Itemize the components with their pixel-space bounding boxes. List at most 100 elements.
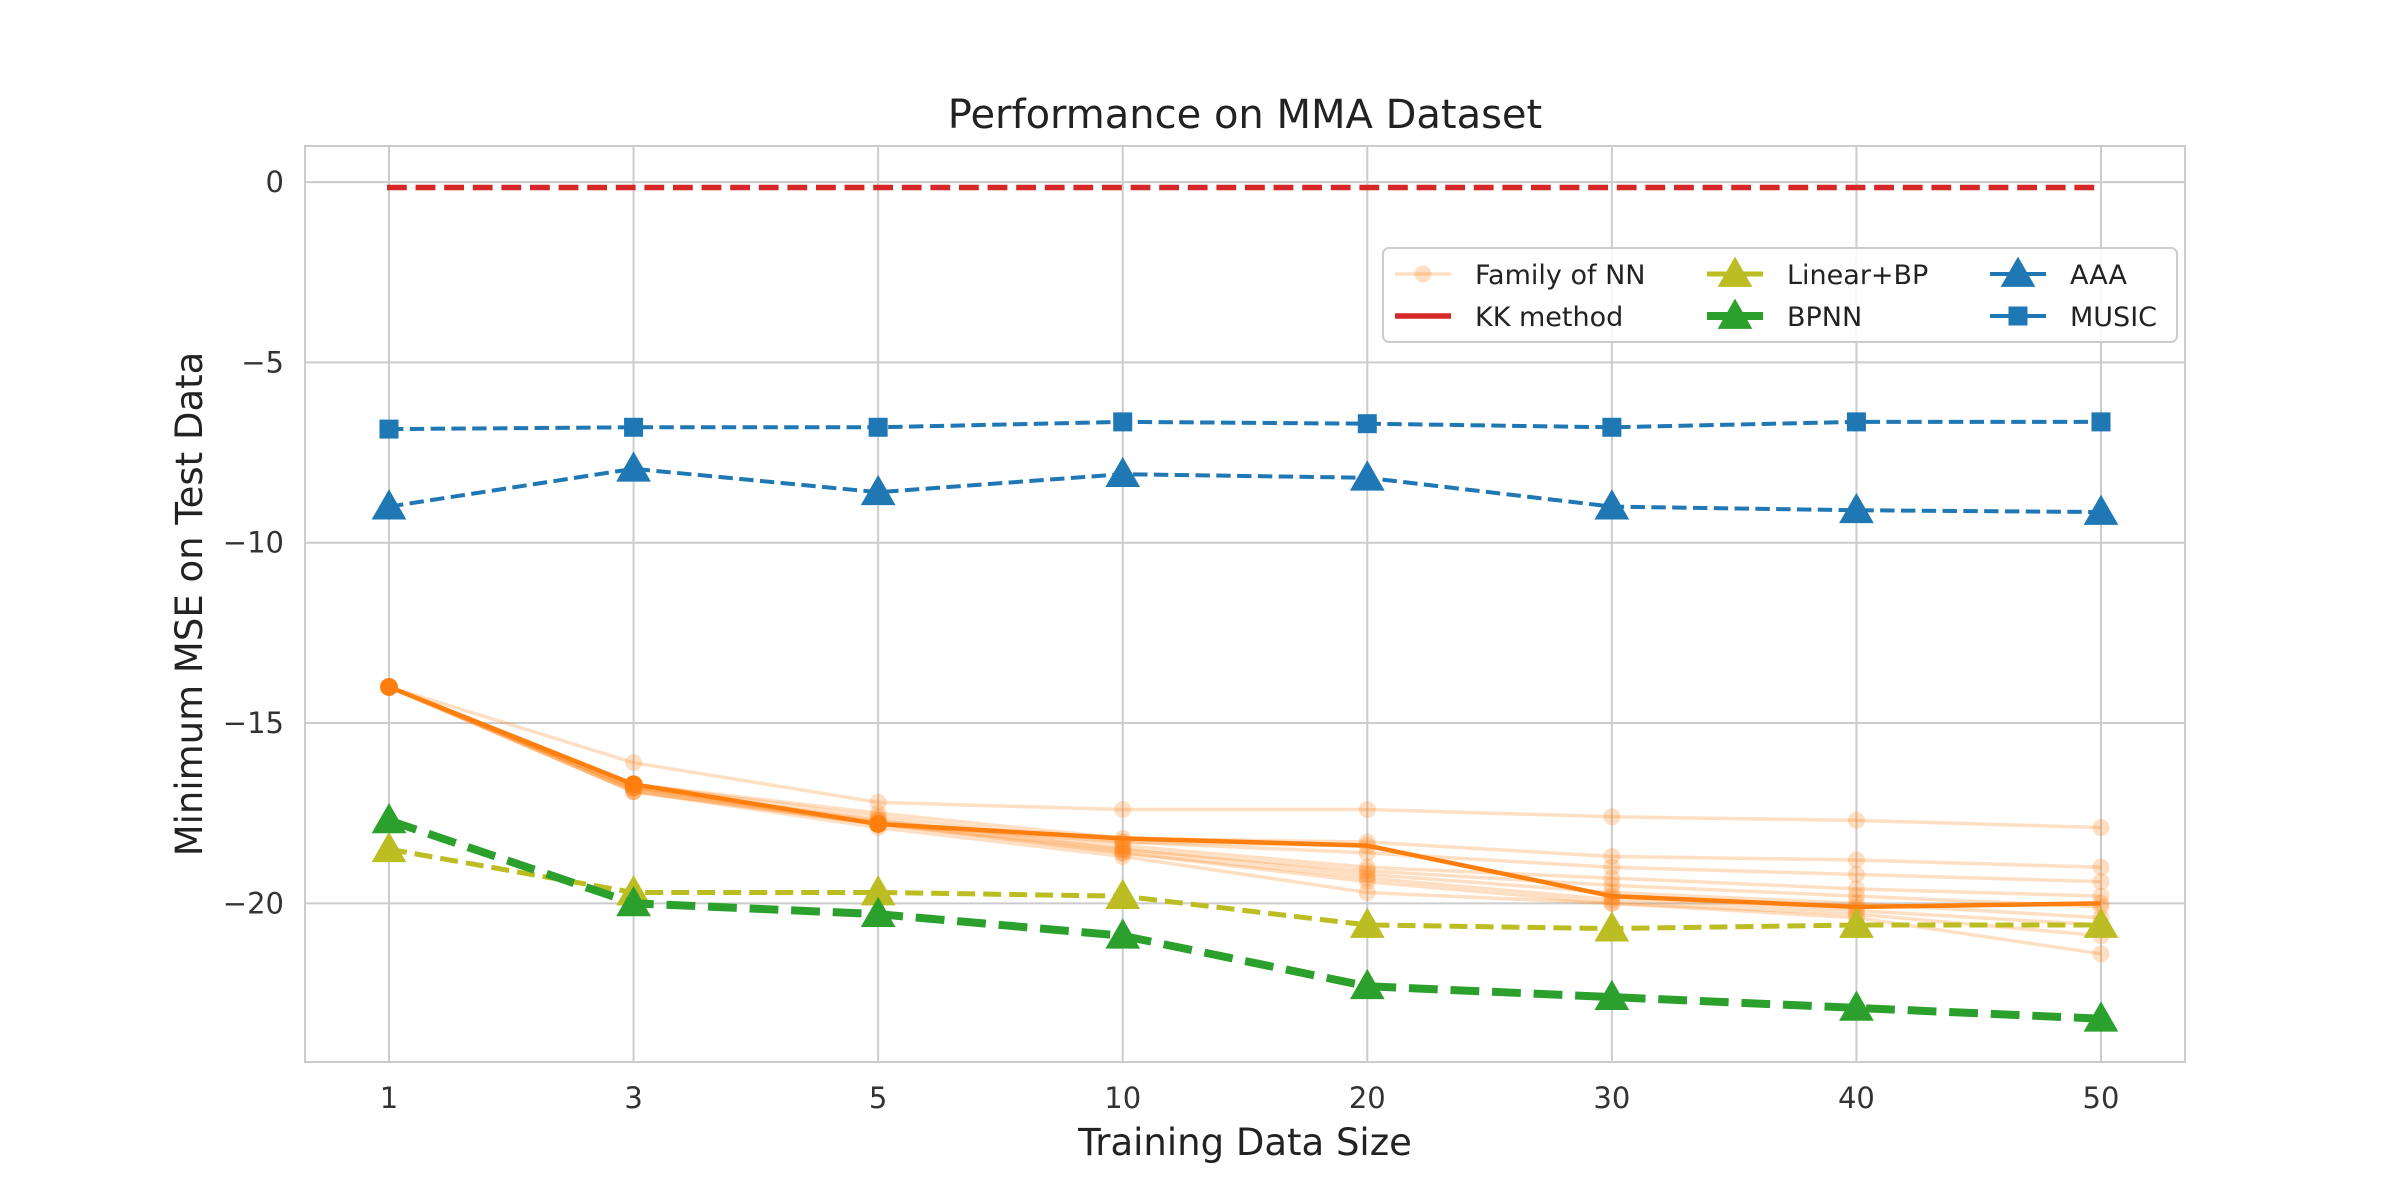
family-line-path-1 [388, 685, 2102, 830]
family-highlight-point-3 [624, 775, 643, 794]
point-bpnn-1 [371, 803, 407, 834]
point-music-5 [868, 417, 888, 437]
legend-label-kk-method: KK method [1475, 302, 1623, 333]
legend: Family of NN Linear+BP AAA KK method BPNN MUS… [1382, 247, 2178, 343]
series-bpnn [371, 803, 2119, 1032]
family-point-8-20 [1358, 873, 1376, 891]
point-linear-bp-20 [1349, 907, 1385, 938]
legend-swatch-marker-music [2008, 306, 2028, 326]
point-music-30 [1602, 417, 1622, 437]
y-tick-label-2: −10 [223, 526, 284, 560]
y-axis-label: Minimum MSE on Test Data [168, 352, 211, 857]
series-layer [371, 184, 2119, 1032]
y-tick-label-0: 0 [266, 165, 284, 199]
family-point-8-30 [1603, 894, 1621, 912]
legend-item-music: MUSIC [1990, 302, 2157, 333]
point-aaa-1 [371, 489, 407, 520]
series-line-aaa [388, 466, 2102, 515]
legend-label-bpnn: BPNN [1787, 302, 1862, 333]
point-music-10 [1113, 412, 1133, 432]
family-point-3-30 [1603, 858, 1621, 876]
legend-swatch-marker-linear-bp [1717, 256, 1753, 287]
family-line-5 [380, 678, 2110, 916]
legend-item-family-of-nn: Family of NN [1395, 260, 1645, 291]
legend-swatch-marker-family-of-nn [1414, 265, 1432, 283]
x-tick-label-3: 3 [624, 1081, 642, 1115]
point-bpnn-50 [2083, 1001, 2119, 1032]
family-point-5-40 [1847, 887, 1865, 905]
family-highlight-point-5 [869, 814, 888, 833]
legend-item-bpnn: BPNN [1707, 298, 1862, 333]
family-line-path-8 [388, 685, 2102, 938]
legend-swatch-marker-aaa [2000, 256, 2036, 287]
point-linear-bp-10 [1105, 878, 1141, 909]
legend-label-family-of-nn: Family of NN [1475, 260, 1645, 291]
legend-label-music: MUSIC [2070, 302, 2157, 333]
family-point-1-10 [1114, 801, 1132, 819]
series-line-music [388, 419, 2101, 432]
legend-label-aaa: AAA [2070, 260, 2127, 291]
legend-box [1382, 247, 2178, 343]
x-tick-label-50: 50 [2083, 1081, 2120, 1115]
legend-item-aaa: AAA [1990, 256, 2127, 291]
point-aaa-50 [2083, 494, 2119, 525]
family-highlight-path [388, 684, 2102, 910]
x-tick-label-20: 20 [1349, 1081, 1386, 1115]
family-point-9-50 [2092, 945, 2110, 963]
y-tick-labels: 0 −5 −10 −15 −20 [223, 165, 284, 920]
family-point-1-20 [1358, 801, 1376, 819]
point-linear-bp-1 [371, 831, 407, 863]
x-tick-labels: 1 3 5 10 20 30 40 50 [380, 1081, 2120, 1115]
family-point-2-30 [1603, 847, 1621, 865]
x-tick-label-5: 5 [869, 1081, 887, 1115]
family-point-3-50 [2092, 873, 2110, 891]
point-linear-bp-50 [2083, 907, 2119, 938]
family-highlight-point-1 [380, 677, 398, 696]
family-point-1-50 [2092, 819, 2110, 837]
family-point-5-20 [1358, 862, 1376, 880]
family-line-path-7 [388, 685, 2102, 927]
family-point-6-20 [1358, 865, 1376, 883]
chart-title: Performance on MMA Dataset [948, 92, 1542, 138]
family-point-5-30 [1603, 876, 1621, 894]
family-line-path-9 [388, 685, 2102, 956]
point-music-20 [1357, 414, 1377, 434]
y-tick-label-4: −20 [223, 886, 284, 920]
family-line-1 [380, 678, 2110, 837]
point-linear-bp-5 [860, 875, 896, 906]
family-point-7-10 [1114, 844, 1132, 862]
point-bpnn-10 [1105, 918, 1141, 949]
family-point-4-50 [2092, 887, 2110, 905]
family-point-3-40 [1847, 865, 1865, 883]
point-aaa-20 [1349, 460, 1385, 491]
family-highlight-line [380, 677, 2102, 910]
point-bpnn-3 [616, 885, 651, 917]
family-point-4-20 [1358, 858, 1376, 876]
point-music-40 [1846, 412, 1866, 432]
y-tick-label-3: −15 [223, 706, 284, 740]
series-line-linear-bp [388, 846, 2101, 932]
x-tick-label-10: 10 [1104, 1081, 1141, 1115]
point-music-50 [2091, 412, 2111, 432]
point-aaa-10 [1105, 456, 1141, 488]
x-tick-label-30: 30 [1593, 1081, 1630, 1115]
point-aaa-5 [860, 474, 896, 506]
family-point-4-10 [1114, 837, 1132, 855]
family-point-6-10 [1114, 840, 1132, 858]
family-point-4-40 [1847, 880, 1865, 898]
point-aaa-3 [616, 451, 651, 482]
point-music-1 [379, 419, 399, 439]
series-aaa [371, 451, 2119, 525]
point-linear-bp-30 [1594, 911, 1630, 942]
family-point-1-30 [1603, 808, 1621, 826]
series-line-bpnn [387, 816, 2102, 1023]
family-point-9-10 [1114, 847, 1132, 865]
point-music-3 [624, 417, 644, 437]
family-point-9-30 [1603, 894, 1621, 912]
family-point-7-20 [1358, 869, 1376, 887]
family-point-4-30 [1603, 869, 1621, 887]
point-bpnn-30 [1594, 979, 1630, 1010]
family-point-5-10 [1114, 840, 1132, 858]
plot-frame [304, 145, 2186, 1063]
